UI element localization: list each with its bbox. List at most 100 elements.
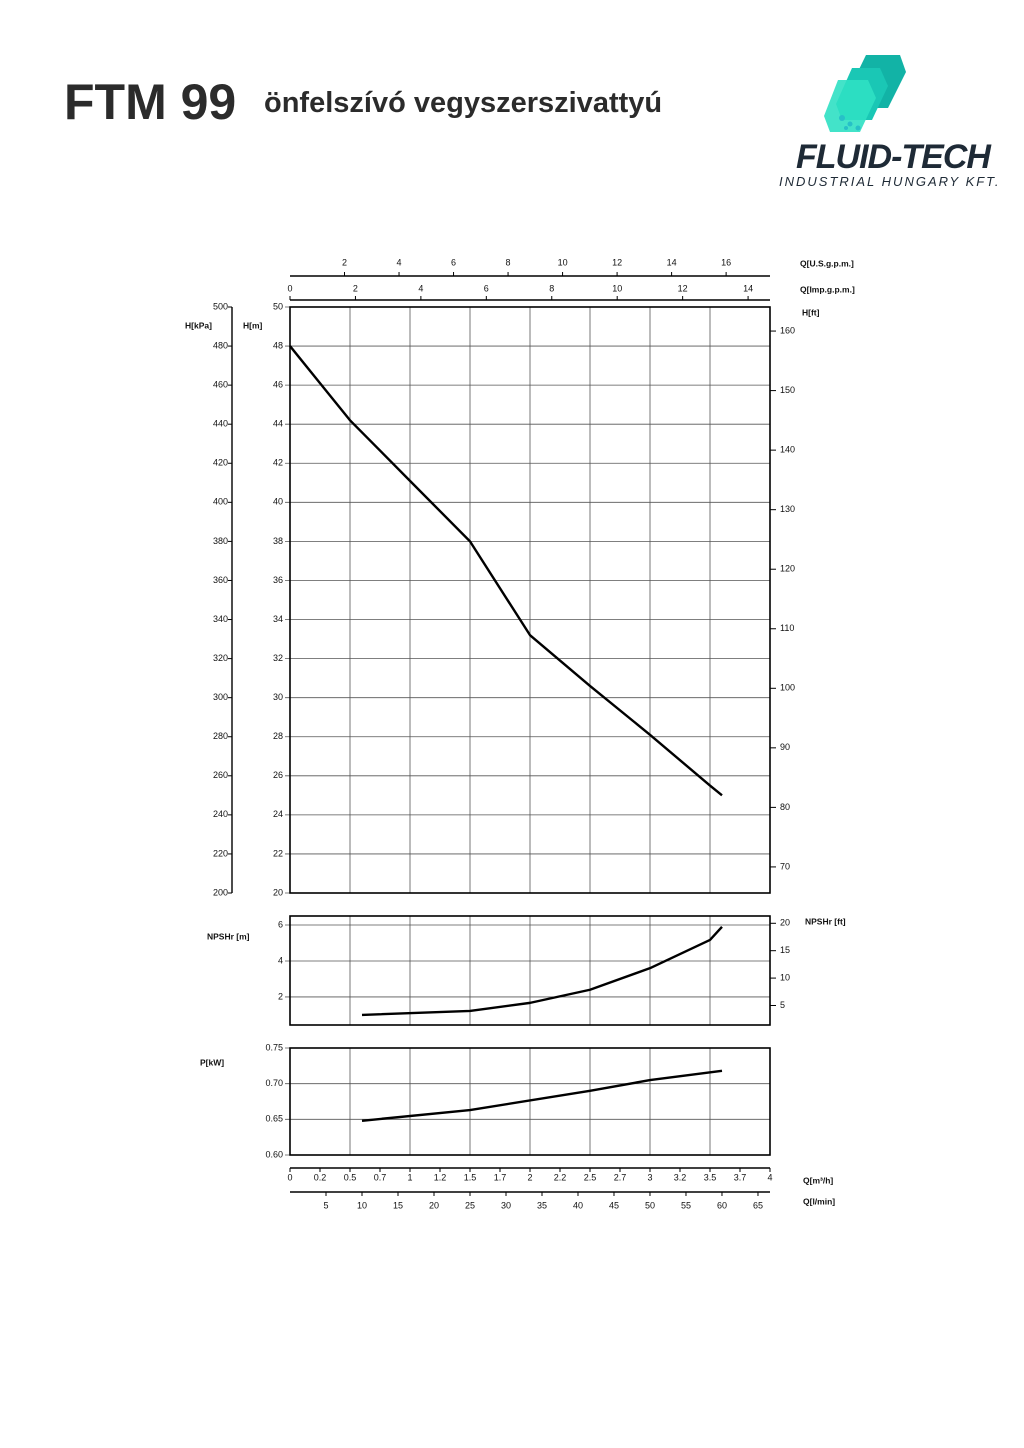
subtitle: önfelszívó vegyszerszivattyú (264, 87, 662, 119)
x-tick-label: 35 (537, 1200, 547, 1210)
curve (361, 1069, 723, 1122)
y-tick-label: 200 (213, 887, 228, 897)
y-axis-label: NPSHr [m] (207, 931, 250, 941)
curve (289, 345, 723, 797)
y-tick-label: 280 (213, 731, 228, 741)
y-tick-label: 440 (213, 419, 228, 429)
y-tick-label: 0.60 (265, 1149, 283, 1159)
y2-tick-label: 150 (780, 385, 795, 395)
x-tick-label: 0 (287, 1172, 292, 1182)
y2-tick-label: 140 (780, 445, 795, 455)
x-tick-label: 4 (418, 283, 423, 293)
y2-tick-label: 15 (780, 945, 790, 955)
x-tick-label: 10 (612, 283, 622, 293)
x-tick-label: 20 (429, 1200, 439, 1210)
y-tick-label: 240 (213, 809, 228, 819)
y-tick-label: 460 (213, 380, 228, 390)
x-tick-label: 25 (465, 1200, 475, 1210)
logo-tagline: INDUSTRIAL HUNGARY KFT. (779, 174, 1001, 189)
x-tick-label: 1.5 (464, 1172, 477, 1182)
x-tick-label: 0.5 (344, 1172, 357, 1182)
plot-frame (289, 306, 771, 894)
y-tick-label: 320 (213, 653, 228, 663)
x-tick-label: 5 (323, 1200, 328, 1210)
y-tick-label: 28 (273, 731, 283, 741)
x-tick-label: 12 (678, 283, 688, 293)
y2-tick-label: 70 (780, 861, 790, 871)
x-tick-label: 6 (451, 257, 456, 267)
x-tick-label: 15 (393, 1200, 403, 1210)
x-tick-label: 1.7 (494, 1172, 507, 1182)
y-tick-label: 420 (213, 458, 228, 468)
x-tick-label: 2 (527, 1172, 532, 1182)
y-tick-label: 48 (273, 340, 283, 350)
x-tick-label: 65 (753, 1200, 763, 1210)
y-tick-label: 38 (273, 536, 283, 546)
y-tick-label: 40 (273, 497, 283, 507)
x-tick-label: 60 (717, 1200, 727, 1210)
y-tick-label: 42 (273, 458, 283, 468)
x-tick-label: 3.5 (704, 1172, 717, 1182)
x-tick-label: 0.7 (374, 1172, 387, 1182)
y-tick-label: 300 (213, 692, 228, 702)
plot-frame (289, 1047, 771, 1156)
logo-icon (824, 55, 906, 132)
logo-name: FLUID-TECH (796, 138, 992, 176)
x-tick-label: 0.2 (314, 1172, 327, 1182)
y-tick-label: 4 (278, 955, 283, 965)
y-tick-label: 24 (273, 809, 283, 819)
x-tick-label: 50 (645, 1200, 655, 1210)
y-tick-label: 34 (273, 614, 283, 624)
y-tick-label: 0.75 (265, 1042, 283, 1052)
y-tick-label: 6 (278, 919, 283, 929)
y2-tick-label: 20 (780, 918, 790, 928)
x-tick-label: 3 (647, 1172, 652, 1182)
y-tick-label: 50 (273, 301, 283, 311)
y2-tick-label: 10 (780, 972, 790, 982)
y-tick-label: 260 (213, 770, 228, 780)
y-tick-label: 360 (213, 575, 228, 585)
y2-axis-label: NPSHr [ft] (805, 916, 846, 926)
y-axis-label: H[m] (243, 320, 263, 330)
x-tick-label: 16 (721, 257, 731, 267)
y-tick-label: 26 (273, 770, 283, 780)
y-axis-label: H[kPa] (185, 320, 212, 330)
y-tick-label: 380 (213, 536, 228, 546)
y-tick-label: 44 (273, 419, 283, 429)
x-tick-label: 8 (549, 283, 554, 293)
y-tick-label: 36 (273, 575, 283, 585)
y-tick-label: 500 (213, 301, 228, 311)
x-axis-label: Q[U.S.g.p.m.] (800, 258, 854, 268)
curve (361, 925, 723, 1017)
y-tick-label: 20 (273, 887, 283, 897)
y-tick-label: 0.70 (265, 1078, 283, 1088)
y-tick-label: 46 (273, 380, 283, 390)
x-tick-label: 14 (743, 283, 753, 293)
y-tick-label: 0.65 (265, 1114, 283, 1124)
x-tick-label: 10 (357, 1200, 367, 1210)
x-tick-label: 6 (484, 283, 489, 293)
x-tick-label: 14 (667, 257, 677, 267)
y2-tick-label: 90 (780, 742, 790, 752)
y-tick-label: 32 (273, 653, 283, 663)
x-tick-label: 12 (612, 257, 622, 267)
x-tick-label: 2 (342, 257, 347, 267)
y-tick-label: 22 (273, 848, 283, 858)
x-tick-label: 2.5 (584, 1172, 597, 1182)
y2-tick-label: 5 (780, 1000, 785, 1010)
y-tick-label: 340 (213, 614, 228, 624)
x-tick-label: 2.7 (614, 1172, 627, 1182)
x-tick-label: 10 (558, 257, 568, 267)
y-tick-label: 400 (213, 497, 228, 507)
x-tick-label: 4 (767, 1172, 772, 1182)
x-axis-label: Q[l/min] (803, 1196, 835, 1206)
x-axis-label: Q[Imp.g.p.m.] (800, 284, 855, 294)
plot-frame (289, 915, 771, 1026)
y2-tick-label: 100 (780, 683, 795, 693)
x-tick-label: 8 (506, 257, 511, 267)
y-tick-label: 480 (213, 340, 228, 350)
y-axis-label: P[kW] (200, 1057, 224, 1067)
